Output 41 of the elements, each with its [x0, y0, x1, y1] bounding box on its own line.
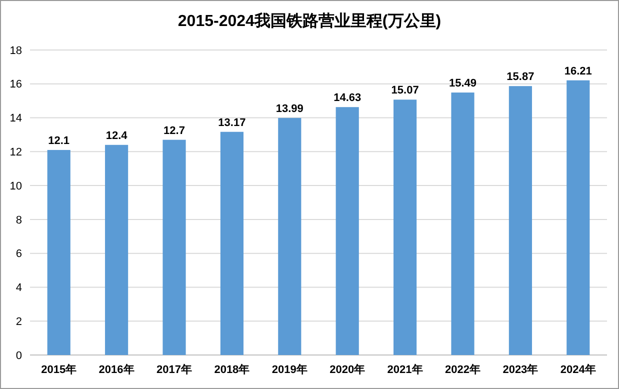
x-tick-label: 2020年 [330, 363, 366, 376]
y-tick-label: 2 [16, 316, 22, 328]
bar [566, 80, 590, 355]
x-tick-label: 2024年 [560, 363, 596, 376]
chart-title: 2015-2024我国铁路营业里程(万公里) [178, 12, 442, 30]
data-label: 16.21 [564, 65, 592, 78]
y-tick-label: 0 [16, 350, 22, 362]
data-label: 15.07 [391, 84, 419, 97]
data-label: 15.87 [506, 71, 534, 84]
bar [278, 118, 302, 355]
bar [336, 107, 359, 355]
bar [162, 140, 186, 355]
y-tick-label: 18 [10, 44, 22, 57]
x-tick-label: 2019年 [272, 363, 308, 376]
bar [451, 92, 474, 355]
x-tick-label: 2017年 [156, 363, 192, 376]
x-tick-label: 2022年 [445, 363, 480, 376]
data-label: 12.4 [106, 130, 128, 142]
bar [105, 144, 128, 355]
x-tick-label: 2015年 [41, 363, 77, 376]
bar [394, 100, 417, 355]
x-tick-label: 2021年 [387, 363, 423, 376]
y-tick-label: 10 [10, 180, 22, 192]
data-label: 14.63 [334, 92, 362, 104]
y-tick-label: 12 [10, 146, 22, 159]
x-tick-label: 2016年 [98, 363, 134, 376]
x-tick-label: 2023年 [502, 363, 538, 376]
y-tick-label: 6 [16, 248, 22, 260]
x-tick-label: 2018年 [214, 363, 250, 376]
y-tick-label: 14 [10, 112, 22, 125]
data-label: 12.1 [48, 134, 70, 147]
y-tick-label: 4 [16, 282, 22, 294]
data-label: 13.99 [276, 102, 304, 115]
bar [220, 132, 244, 355]
data-label: 15.49 [448, 78, 477, 90]
y-tick-label: 16 [10, 78, 22, 91]
bar [508, 86, 532, 355]
data-label: 13.17 [218, 116, 246, 129]
y-tick-label: 8 [16, 214, 22, 226]
data-label: 12.7 [164, 124, 185, 137]
bar [47, 150, 70, 355]
